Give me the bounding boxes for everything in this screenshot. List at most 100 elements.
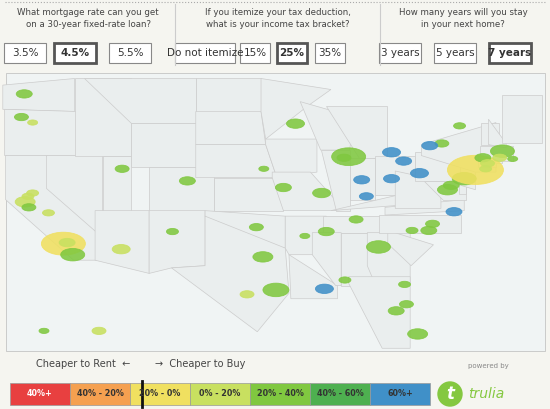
Text: 20% - 40%: 20% - 40% bbox=[256, 389, 304, 398]
Polygon shape bbox=[149, 211, 205, 273]
Circle shape bbox=[406, 227, 418, 234]
Polygon shape bbox=[341, 233, 373, 285]
Circle shape bbox=[115, 165, 129, 173]
Text: 60%+: 60%+ bbox=[387, 389, 413, 398]
Text: Cheaper to Rent  ←: Cheaper to Rent ← bbox=[36, 359, 130, 369]
FancyBboxPatch shape bbox=[54, 43, 96, 63]
Polygon shape bbox=[172, 216, 289, 332]
Circle shape bbox=[42, 210, 54, 216]
Circle shape bbox=[438, 382, 462, 406]
Circle shape bbox=[399, 301, 414, 308]
Polygon shape bbox=[261, 79, 331, 139]
Circle shape bbox=[508, 156, 518, 162]
Circle shape bbox=[447, 155, 503, 184]
Text: t: t bbox=[446, 385, 454, 403]
FancyBboxPatch shape bbox=[175, 43, 235, 63]
Polygon shape bbox=[379, 215, 461, 233]
Polygon shape bbox=[459, 180, 466, 194]
Text: If you itemize your tax deduction,
what is your income tax bracket?: If you itemize your tax deduction, what … bbox=[205, 8, 351, 29]
Text: 25%: 25% bbox=[279, 49, 305, 58]
Text: 5 years: 5 years bbox=[436, 49, 474, 58]
Circle shape bbox=[312, 188, 331, 198]
Circle shape bbox=[276, 183, 292, 192]
Polygon shape bbox=[478, 155, 496, 166]
Polygon shape bbox=[4, 109, 79, 155]
Circle shape bbox=[443, 181, 459, 189]
Polygon shape bbox=[75, 79, 130, 155]
FancyBboxPatch shape bbox=[434, 43, 476, 63]
Circle shape bbox=[452, 173, 476, 185]
Text: 3.5%: 3.5% bbox=[12, 49, 38, 58]
Text: 40% - 60%: 40% - 60% bbox=[317, 389, 364, 398]
Polygon shape bbox=[349, 277, 410, 348]
Text: powered by: powered by bbox=[468, 363, 509, 369]
Circle shape bbox=[59, 238, 75, 247]
Circle shape bbox=[349, 216, 363, 223]
Text: 15%: 15% bbox=[244, 49, 267, 58]
FancyBboxPatch shape bbox=[489, 43, 531, 63]
Circle shape bbox=[437, 184, 458, 195]
Polygon shape bbox=[102, 155, 130, 211]
Circle shape bbox=[16, 90, 32, 98]
Circle shape bbox=[395, 157, 411, 165]
FancyBboxPatch shape bbox=[277, 43, 307, 63]
Polygon shape bbox=[395, 171, 441, 209]
Polygon shape bbox=[424, 181, 466, 200]
Circle shape bbox=[339, 277, 351, 283]
Circle shape bbox=[366, 241, 390, 253]
Circle shape bbox=[454, 123, 466, 129]
Text: 7 years: 7 years bbox=[488, 49, 532, 58]
Polygon shape bbox=[214, 178, 283, 211]
Circle shape bbox=[240, 291, 254, 298]
FancyBboxPatch shape bbox=[310, 383, 370, 405]
Text: 35%: 35% bbox=[318, 49, 342, 58]
Polygon shape bbox=[285, 216, 326, 255]
Text: →  Cheaper to Buy: → Cheaper to Buy bbox=[155, 359, 245, 369]
Circle shape bbox=[315, 284, 333, 294]
Circle shape bbox=[337, 154, 351, 162]
Polygon shape bbox=[196, 144, 277, 178]
FancyBboxPatch shape bbox=[250, 383, 310, 405]
Polygon shape bbox=[321, 150, 350, 211]
Text: Do not itemize: Do not itemize bbox=[167, 49, 243, 58]
Circle shape bbox=[481, 160, 494, 167]
Circle shape bbox=[28, 120, 37, 125]
Polygon shape bbox=[84, 79, 196, 123]
Circle shape bbox=[383, 175, 399, 183]
Circle shape bbox=[287, 119, 305, 128]
Polygon shape bbox=[196, 79, 261, 112]
Circle shape bbox=[354, 175, 370, 184]
Circle shape bbox=[26, 190, 39, 196]
Polygon shape bbox=[331, 181, 459, 211]
Circle shape bbox=[318, 227, 334, 236]
Circle shape bbox=[92, 327, 106, 335]
Polygon shape bbox=[47, 155, 102, 233]
Polygon shape bbox=[350, 158, 375, 200]
Circle shape bbox=[39, 328, 49, 333]
Circle shape bbox=[388, 307, 404, 315]
Polygon shape bbox=[300, 101, 354, 150]
Text: 5.5%: 5.5% bbox=[117, 49, 143, 58]
Circle shape bbox=[410, 169, 428, 178]
Polygon shape bbox=[375, 155, 415, 195]
Circle shape bbox=[253, 252, 273, 262]
Polygon shape bbox=[460, 162, 475, 190]
Polygon shape bbox=[312, 233, 341, 285]
Circle shape bbox=[422, 142, 438, 150]
Circle shape bbox=[22, 204, 36, 211]
FancyBboxPatch shape bbox=[6, 73, 544, 351]
Circle shape bbox=[112, 245, 130, 254]
Polygon shape bbox=[289, 255, 338, 299]
Circle shape bbox=[14, 113, 29, 121]
Polygon shape bbox=[3, 79, 75, 112]
Polygon shape bbox=[480, 146, 513, 161]
FancyBboxPatch shape bbox=[315, 43, 345, 63]
Circle shape bbox=[167, 229, 178, 235]
Polygon shape bbox=[326, 106, 387, 158]
Circle shape bbox=[383, 148, 400, 157]
FancyBboxPatch shape bbox=[4, 43, 46, 63]
Circle shape bbox=[259, 166, 269, 171]
Polygon shape bbox=[385, 200, 464, 215]
Circle shape bbox=[300, 234, 310, 238]
FancyBboxPatch shape bbox=[70, 383, 130, 405]
